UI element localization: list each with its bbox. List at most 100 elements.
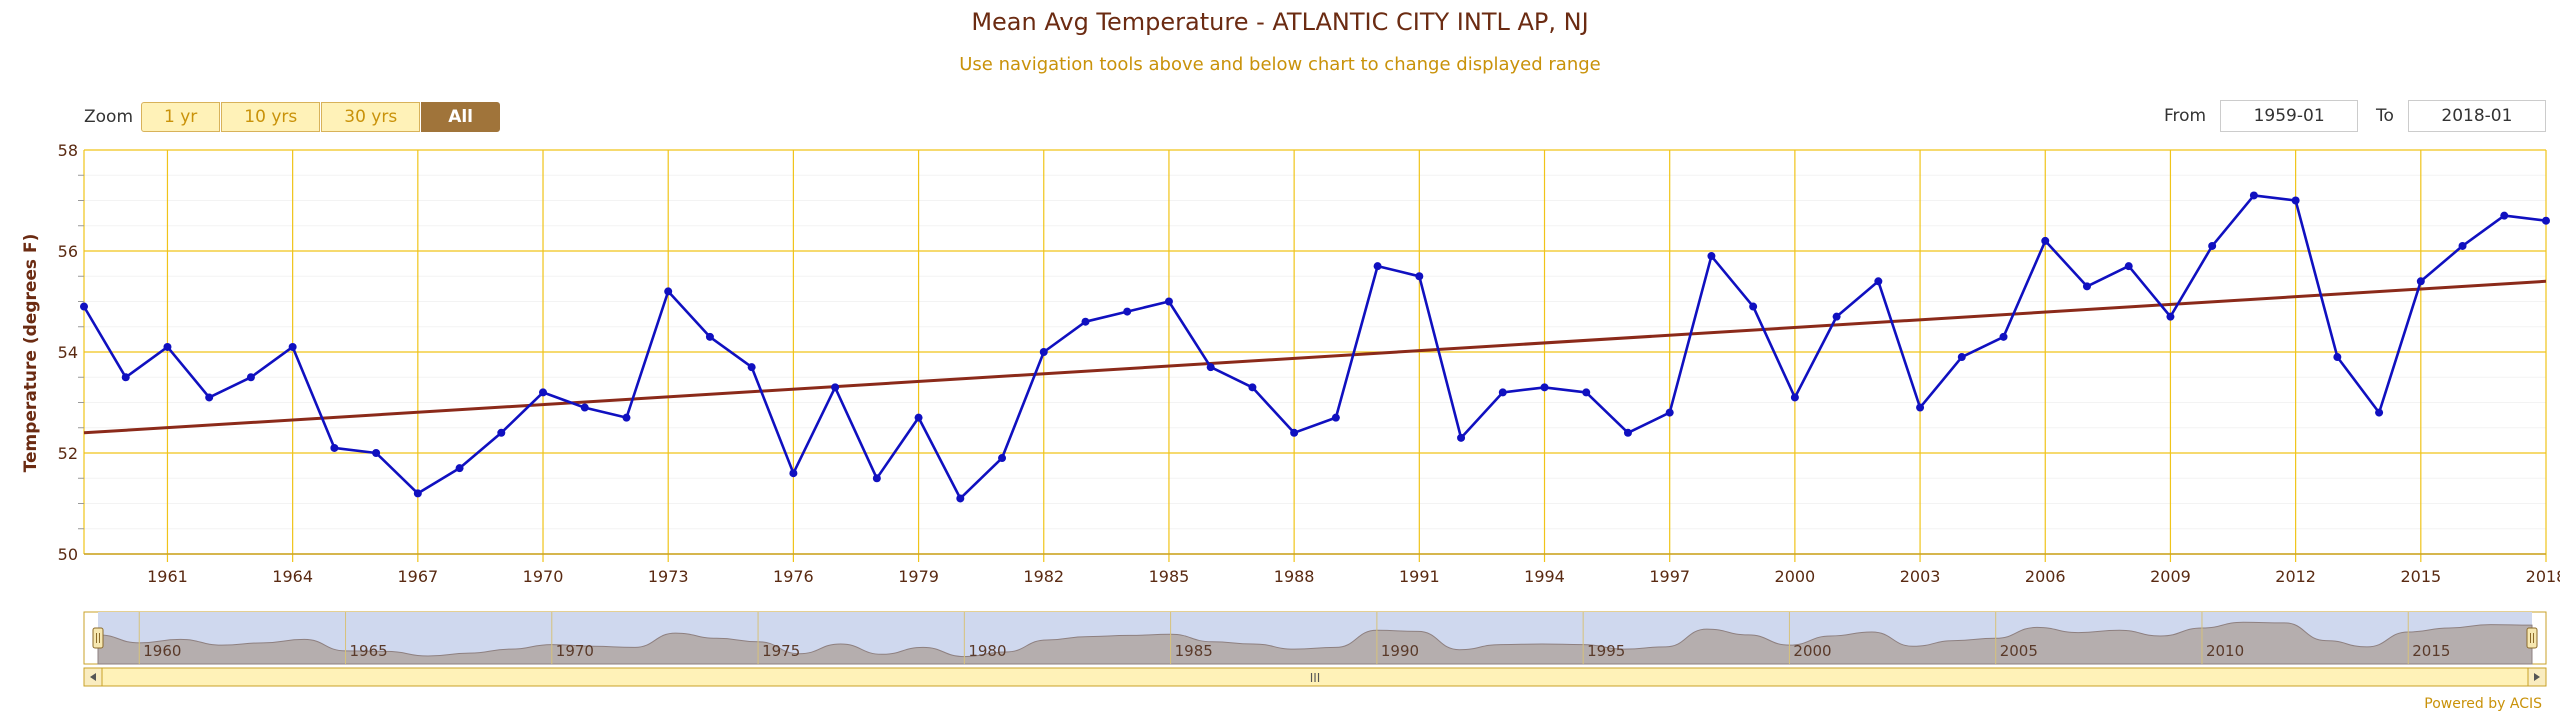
data-point [1665, 408, 1674, 417]
navigator-tick-label: 2015 [2412, 642, 2450, 660]
navigator-tick-label: 1980 [968, 642, 1006, 660]
data-point [205, 393, 214, 402]
data-point [1999, 332, 2008, 341]
data-point [664, 287, 673, 296]
data-point [2166, 312, 2175, 321]
data-point [580, 403, 589, 412]
scroll-right-arrow-icon [2534, 673, 2540, 681]
data-point [80, 302, 88, 311]
navigator-left-handle[interactable] [92, 627, 104, 649]
data-point [413, 489, 422, 498]
to-date-input[interactable] [2407, 100, 2546, 132]
x-tick-label: 2018 [2526, 567, 2560, 586]
zoom-all-button[interactable]: All [421, 102, 501, 132]
navigator-tick-label: 2000 [1793, 642, 1831, 660]
data-point [747, 363, 756, 372]
series-path [82, 194, 2547, 500]
navigator-right-handle[interactable] [2526, 627, 2538, 649]
range-to: To [2376, 100, 2546, 132]
data-point [998, 454, 1007, 463]
navigator-tick-label: 2005 [2000, 642, 2038, 660]
navigator-tick-label: 1985 [1175, 642, 1213, 660]
y-tick-label: 56 [58, 242, 78, 261]
zoom-10yrs-button[interactable]: 10 yrs [221, 102, 321, 132]
data-point [1957, 353, 1966, 362]
x-tick-label: 2015 [2400, 567, 2441, 586]
data-point [789, 469, 798, 478]
data-point [1874, 277, 1883, 286]
zoom-controls: Zoom 1 yr 10 yrs 30 yrs All [84, 102, 501, 132]
data-point [956, 494, 965, 503]
navigator-tick-label: 1975 [762, 642, 800, 660]
data-point [622, 413, 631, 422]
trend-line-path [83, 279, 2547, 435]
navigator[interactable]: 1960 1965 1970 1975 1980 1985 1990 1995 2000 2005… [83, 611, 2547, 687]
scrollbar-grip-icon: III [1310, 671, 1321, 685]
data-point [1749, 302, 1758, 311]
scroll-left-arrow-icon [90, 673, 96, 681]
data-point [455, 464, 464, 473]
data-point [1373, 262, 1382, 271]
navigator-tick-label: 1965 [350, 642, 388, 660]
x-tick-label: 2003 [1900, 567, 1941, 586]
from-date-input[interactable] [2220, 100, 2359, 132]
data-point [2500, 211, 2509, 220]
navigator-tick-label: 2010 [2206, 642, 2244, 660]
powered-by: Powered by ACIS [2424, 696, 2542, 712]
x-tick-label: 2012 [2275, 567, 2316, 586]
x-tick-label: 1970 [523, 567, 564, 586]
from-label: From [2164, 106, 2207, 126]
data-point [1832, 312, 1841, 321]
data-point [831, 383, 840, 392]
data-point [497, 428, 506, 437]
data-point [246, 373, 255, 382]
data-point [163, 342, 172, 351]
data-point [1790, 393, 1799, 402]
data-point [1039, 348, 1048, 356]
x-tick-label: 1964 [272, 567, 313, 586]
y-tick-label: 58 [58, 141, 78, 160]
data-point [2375, 408, 2384, 417]
data-point [539, 388, 548, 397]
chart-subtitle: Use navigation tools above and below cha… [959, 54, 1601, 75]
data-point [2249, 191, 2258, 200]
x-tick-label: 2009 [2150, 567, 2191, 586]
navigator-tick-label: 1970 [556, 642, 594, 660]
x-tick-label: 1988 [1274, 567, 1315, 586]
trend-line [83, 279, 2547, 435]
y-tick-label: 50 [58, 545, 78, 564]
x-axis: 1961 1964 1967 1970 1973 1976 1979 1982 1985 1988… [84, 553, 2560, 586]
data-point [2124, 262, 2133, 271]
zoom-1yr-button[interactable]: 1 yr [141, 102, 221, 132]
x-tick-label: 1976 [773, 567, 814, 586]
y-axis-label: Temperature (degrees F) [21, 234, 41, 473]
data-point [2333, 353, 2342, 362]
data-point [330, 443, 339, 452]
data-point [2416, 277, 2425, 286]
x-tick-label: 2006 [2025, 567, 2066, 586]
zoom-label: Zoom [84, 107, 134, 127]
data-point [288, 342, 297, 351]
data-point [2291, 196, 2300, 205]
data-point [2082, 282, 2091, 291]
data-point [872, 474, 881, 483]
x-tick-label: 1994 [1524, 567, 1565, 586]
data-point [121, 373, 130, 382]
data-point [1123, 307, 1132, 316]
x-tick-label: 1985 [1149, 567, 1190, 586]
to-label: To [2376, 106, 2394, 126]
navigator-tick-label: 1990 [1381, 642, 1419, 660]
x-tick-label: 1973 [648, 567, 689, 586]
data-point [1248, 383, 1257, 392]
x-tick-label: 2000 [1775, 567, 1816, 586]
data-point [1415, 272, 1424, 281]
data-point [372, 449, 381, 457]
data-point [1206, 363, 1215, 372]
series-points [80, 191, 2550, 503]
y-axis: 50 52 54 56 58 [58, 141, 84, 564]
zoom-30yrs-button[interactable]: 30 yrs [321, 102, 421, 132]
data-point [1331, 413, 1340, 422]
navigator-area [97, 621, 2533, 665]
data-point [1623, 428, 1632, 437]
